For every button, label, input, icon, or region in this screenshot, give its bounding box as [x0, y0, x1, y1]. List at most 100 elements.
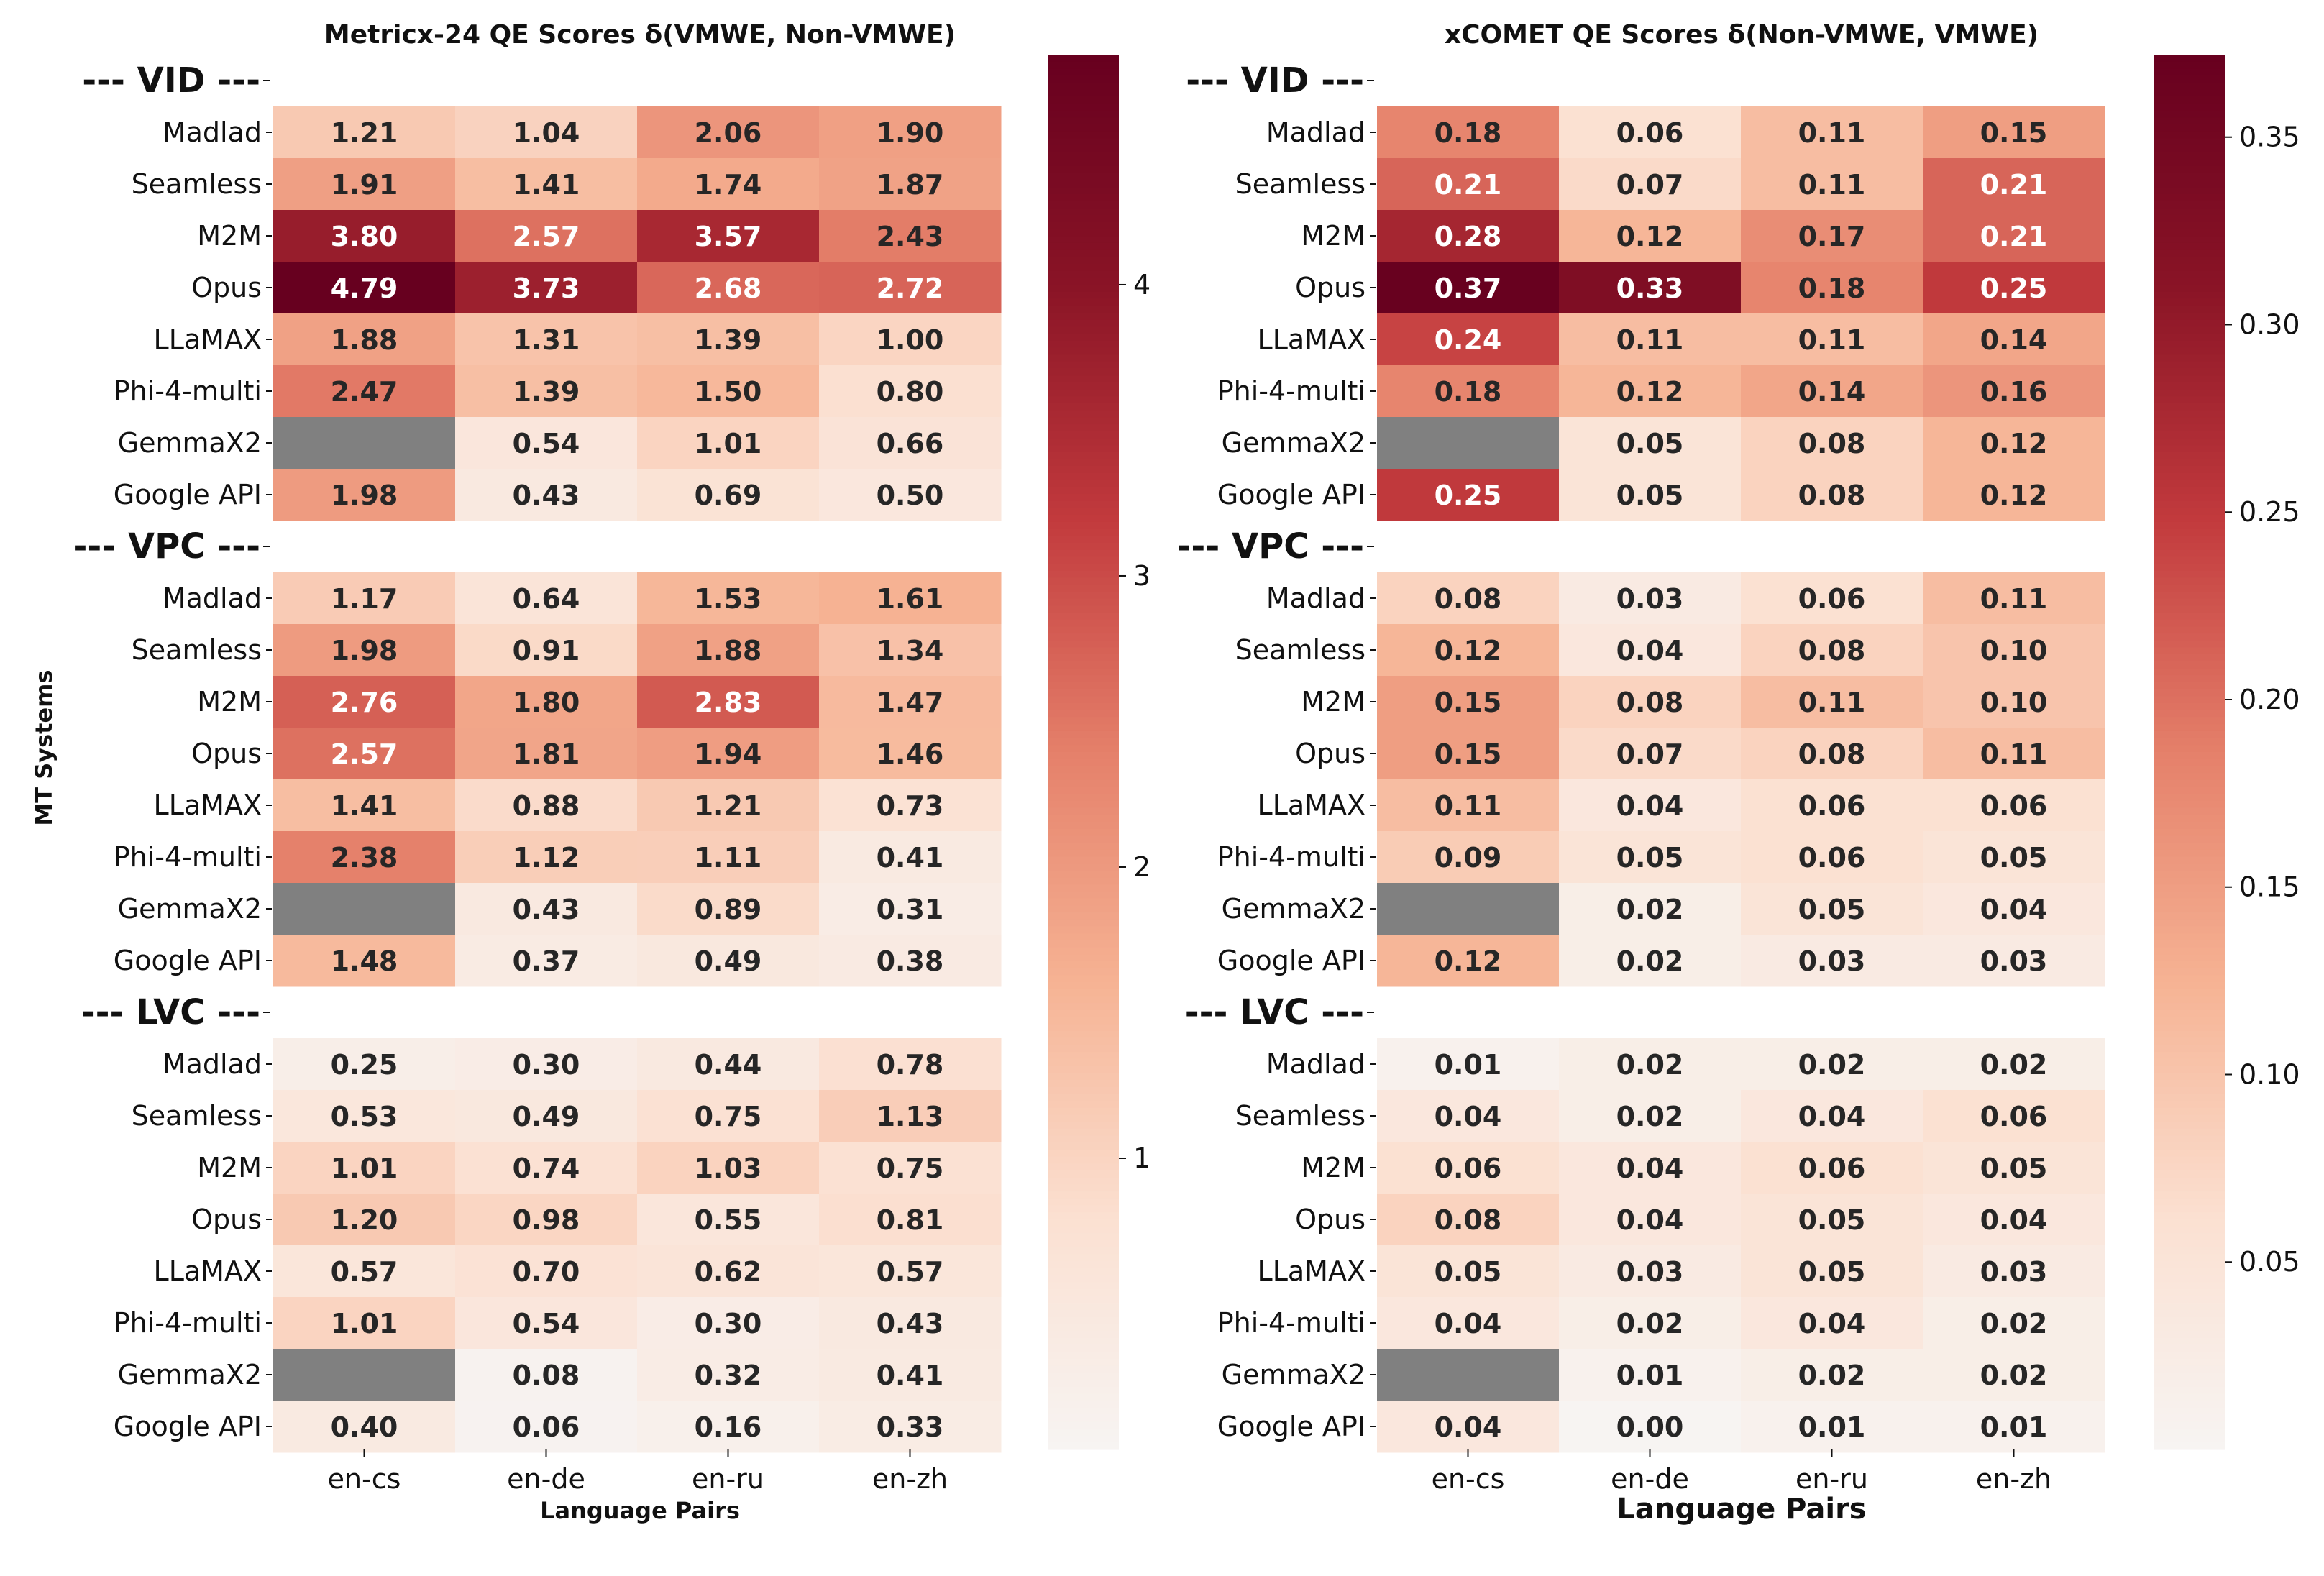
heatmap-cell — [1377, 831, 1560, 884]
xtick-label: en-de — [1611, 1463, 1689, 1495]
cell-value: 0.70 — [513, 1256, 580, 1288]
system-label: Google API — [114, 479, 262, 510]
cell-value: 2.57 — [513, 221, 580, 252]
colorbar-segment — [1048, 396, 1119, 404]
colorbar-segment — [2154, 828, 2225, 836]
colorbar-segment — [2154, 912, 2225, 920]
heatmap-cell — [1559, 779, 1742, 832]
heatmap-cell — [1741, 883, 1923, 935]
colorbar-segment — [2154, 1219, 2225, 1227]
cell-value: 0.08 — [1435, 1204, 1502, 1236]
heatmap-cell — [1923, 1194, 2105, 1246]
colorbar-segment — [2154, 1421, 2225, 1429]
system-label: Opus — [191, 1204, 262, 1235]
heatmap-cell — [1741, 158, 1923, 211]
colorbar-tick-label: 0.20 — [2239, 684, 2300, 715]
heatmap-cell — [637, 262, 820, 314]
colorbar-segment — [2154, 1261, 2225, 1269]
cell-value: 0.06 — [1798, 1153, 1866, 1184]
colorbar-segment — [1048, 800, 1119, 809]
cell-value: 2.06 — [695, 117, 762, 149]
heatmap-cell — [273, 158, 456, 211]
cell-value: 0.02 — [1798, 1049, 1866, 1081]
cell-value: 2.83 — [695, 687, 762, 718]
heatmap-cell — [819, 779, 1002, 832]
colorbar-segment — [2154, 103, 2225, 111]
colorbar-segment — [2154, 1122, 2225, 1130]
heatmap-cell — [273, 210, 456, 262]
heatmap-cell — [819, 1401, 1002, 1453]
colorbar-segment — [1048, 1156, 1119, 1164]
cell-value: 0.38 — [877, 945, 944, 977]
cell-value: 0.57 — [331, 1256, 398, 1288]
cell-value: 0.08 — [513, 1360, 580, 1391]
heatmap-cell-missing — [1377, 883, 1560, 935]
colorbar-segment — [2154, 1066, 2225, 1073]
heatmap-cell — [637, 624, 820, 677]
cell-value: 0.54 — [513, 1308, 580, 1339]
colorbar-segment — [1048, 229, 1119, 237]
heatmap-cell — [819, 728, 1002, 780]
heatmap-cell — [1741, 572, 1923, 625]
cell-value: 2.43 — [877, 221, 944, 252]
heatmap-cell — [273, 365, 456, 418]
colorbar-segment — [2154, 570, 2225, 579]
heatmap-cell — [1741, 313, 1923, 366]
colorbar-segment — [1048, 564, 1119, 572]
cell-value: 0.08 — [1798, 635, 1866, 666]
cell-value: 0.50 — [877, 480, 944, 511]
system-label: Phi-4-multi — [1217, 375, 1365, 407]
colorbar-segment — [1048, 1414, 1119, 1422]
colorbar-segment — [2154, 236, 2225, 244]
colorbar-segment — [2154, 1282, 2225, 1290]
colorbar-segment — [2154, 1156, 2225, 1164]
heatmap-cell — [1559, 262, 1742, 314]
heatmap-cell — [1559, 1401, 1742, 1453]
cell-value: 0.05 — [1980, 1153, 2048, 1184]
colorbar-segment — [2154, 745, 2225, 753]
colorbar-segment — [1048, 1380, 1119, 1388]
colorbar-segment — [2154, 1401, 2225, 1408]
system-label: LLaMAX — [1258, 789, 1365, 821]
colorbar-segment — [2154, 494, 2225, 502]
colorbar-segment — [1048, 1107, 1119, 1115]
y-axis-label: MT Systems — [30, 669, 58, 825]
heatmap-cell — [1741, 728, 1923, 780]
colorbar-segment — [2154, 382, 2225, 390]
colorbar-tick-label: 4 — [1133, 269, 1150, 301]
heatmap-cell — [1923, 935, 2105, 987]
heatmap-cell — [637, 572, 820, 625]
colorbar-segment — [2154, 410, 2225, 418]
heatmap-cell — [1923, 1090, 2105, 1142]
cell-value: 0.49 — [513, 1101, 580, 1132]
cell-value: 1.12 — [513, 842, 580, 874]
colorbar-segment — [1048, 1358, 1119, 1367]
heatmap-cell — [273, 106, 456, 159]
colorbar-segment — [2154, 480, 2225, 487]
cell-value: 2.68 — [695, 272, 762, 304]
system-label: GemmaX2 — [118, 1359, 262, 1391]
colorbar-segment — [1048, 1310, 1119, 1318]
heatmap-cell — [1559, 313, 1742, 366]
cell-value: 0.21 — [1980, 169, 2048, 201]
colorbar-segment — [2154, 710, 2225, 718]
colorbar-segment — [1048, 1442, 1119, 1450]
xtick-label: en-cs — [328, 1463, 401, 1495]
heatmap-cell — [455, 831, 638, 884]
cell-value: 1.61 — [877, 583, 944, 615]
cell-value: 0.04 — [1435, 1101, 1502, 1132]
colorbar-segment — [1048, 194, 1119, 202]
heatmap-cell — [1377, 1297, 1560, 1350]
colorbar-segment — [1048, 201, 1119, 209]
colorbar-segment — [2154, 1163, 2225, 1171]
colorbar-segment — [1048, 633, 1119, 641]
heatmap-cell — [1923, 365, 2105, 418]
colorbar-segment — [2154, 905, 2225, 913]
colorbar-segment — [2154, 145, 2225, 153]
heatmap-cell — [637, 728, 820, 780]
cell-value: 0.91 — [513, 635, 580, 666]
colorbar-segment — [2154, 870, 2225, 879]
colorbar-segment — [2154, 1031, 2225, 1039]
heatmap-cell — [819, 1090, 1002, 1142]
colorbar-segment — [2154, 822, 2225, 830]
